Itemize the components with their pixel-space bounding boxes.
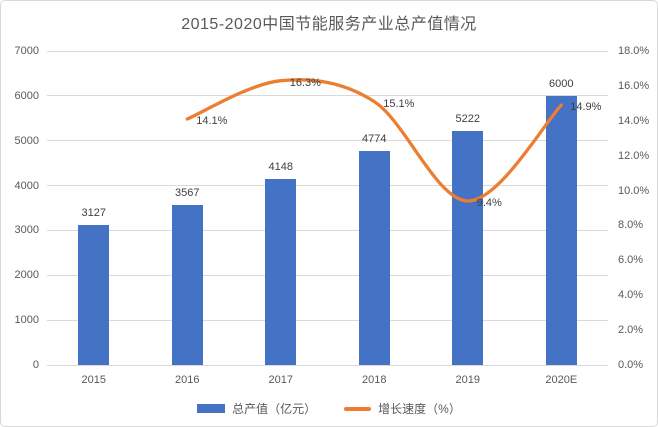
bar-value-label: 3567	[175, 186, 200, 199]
line-value-label: 14.1%	[196, 115, 228, 128]
line-value-label: 9.4%	[476, 197, 502, 210]
chart-title: 2015-2020中国节能服务产业总产值情况	[181, 16, 477, 33]
legend-item-bar-series: 总产值（亿元）	[197, 400, 316, 417]
right-axis-tick: 0.0%	[618, 359, 644, 371]
x-axis-label-2018: 2018	[362, 374, 387, 386]
bar-swatch-icon	[197, 404, 226, 413]
gridline	[47, 50, 608, 52]
gridline	[47, 95, 608, 97]
gridline	[47, 140, 608, 142]
legend-label: 总产值（亿元）	[232, 402, 317, 416]
left-axis-tick: 4000	[14, 179, 39, 192]
right-axis-tick: 10.0%	[618, 184, 650, 197]
left-axis-tick: 1000	[14, 314, 39, 327]
bar-value-label: 4774	[362, 132, 387, 145]
left-axis-tick: 5000	[14, 134, 39, 147]
left-axis-tick: 7000	[14, 45, 39, 57]
left-axis-tick: 3000	[14, 224, 39, 237]
line-value-label: 14.9%	[570, 101, 602, 114]
gridline	[47, 229, 608, 231]
right-axis-tick: 12.0%	[618, 149, 650, 162]
bar-2017	[265, 178, 297, 365]
right-axis-tick: 2.0%	[618, 324, 644, 337]
gridline	[47, 364, 608, 366]
bar-value-label: 5222	[455, 112, 480, 125]
left-axis-tick: 6000	[14, 89, 39, 102]
right-axis-tick: 18.0%	[618, 45, 650, 57]
legend-item-line-series: 增长速度（%）	[344, 400, 461, 417]
right-axis-tick: 16.0%	[618, 79, 650, 92]
bar-2020E	[545, 95, 577, 365]
x-axis-label-2017: 2017	[268, 374, 293, 386]
right-axis-tick: 14.0%	[618, 114, 650, 127]
x-axis-label-2020E: 2020E	[545, 374, 578, 386]
line-value-label: 16.3%	[289, 76, 321, 89]
line-swatch-icon	[344, 406, 372, 411]
bar-value-label: 4148	[268, 160, 293, 173]
gridline	[47, 185, 608, 187]
left-axis-tick: 2000	[14, 269, 39, 282]
right-axis-tick: 6.0%	[618, 254, 644, 267]
right-axis-tick: 4.0%	[618, 289, 644, 302]
legend-label: 增长速度（%）	[378, 402, 461, 416]
bar-value-label: 3127	[81, 206, 106, 219]
bar-2015	[78, 224, 110, 365]
right-axis-tick: 8.0%	[618, 219, 644, 232]
bar-2019	[452, 130, 484, 365]
x-axis-label-2016: 2016	[175, 374, 200, 386]
legend: 总产值（亿元） 增长速度（%）	[1, 400, 657, 417]
gridline	[47, 319, 608, 321]
bar-value-label: 6000	[549, 77, 574, 90]
bar-2016	[171, 204, 203, 365]
line-value-label: 15.1%	[383, 97, 415, 110]
x-axis-label-2019: 2019	[455, 374, 480, 386]
left-axis-tick: 0	[32, 359, 39, 371]
x-axis-label-2015: 2015	[81, 374, 106, 386]
bar-2018	[358, 150, 390, 365]
gridline	[47, 274, 608, 276]
